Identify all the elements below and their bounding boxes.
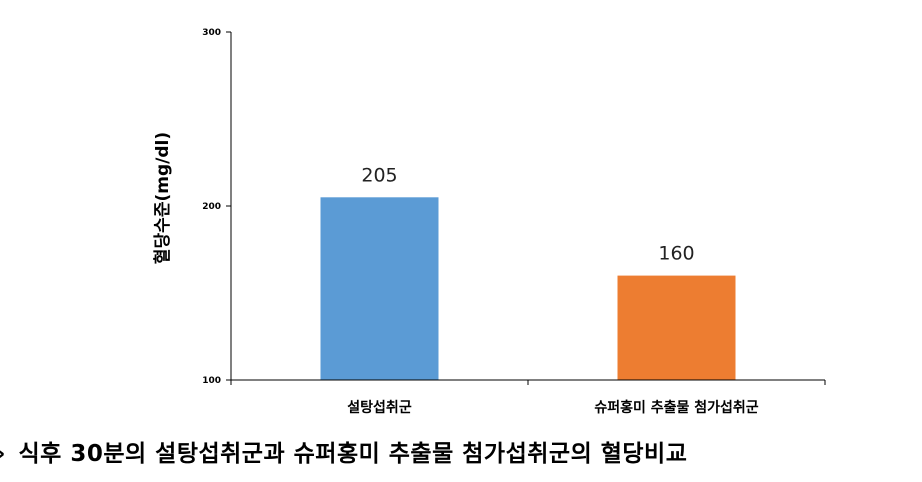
figure-caption: › 식후 30분의 설탕섭취군과 슈퍼홍미 추출물 첨가섭취군의 혈당비교 <box>0 434 922 470</box>
y-tick-label: 100 <box>202 376 221 386</box>
y-tick-label: 300 <box>202 28 221 38</box>
x-tick-label: 설탕섭취군 <box>347 399 412 416</box>
bar-value-label: 205 <box>361 164 397 186</box>
y-tick-label: 200 <box>202 202 221 212</box>
x-tick-label: 슈퍼홍미 추출물 첨가섭취군 <box>594 399 758 416</box>
bar-value-label: 160 <box>658 243 694 265</box>
bar <box>320 197 439 380</box>
caption-text: 식후 30분의 설탕섭취군과 슈퍼홍미 추출물 첨가섭취군의 혈당비교 <box>18 441 688 467</box>
bar <box>617 275 736 380</box>
bar-chart: 혈당수준(mg/dl) 100 200 300 205 160 설탕섭취군 슈퍼홍미 추… <box>152 28 826 416</box>
arrow-icon: › <box>0 441 6 467</box>
y-axis-label: 혈당수준(mg/dl) <box>152 132 173 264</box>
